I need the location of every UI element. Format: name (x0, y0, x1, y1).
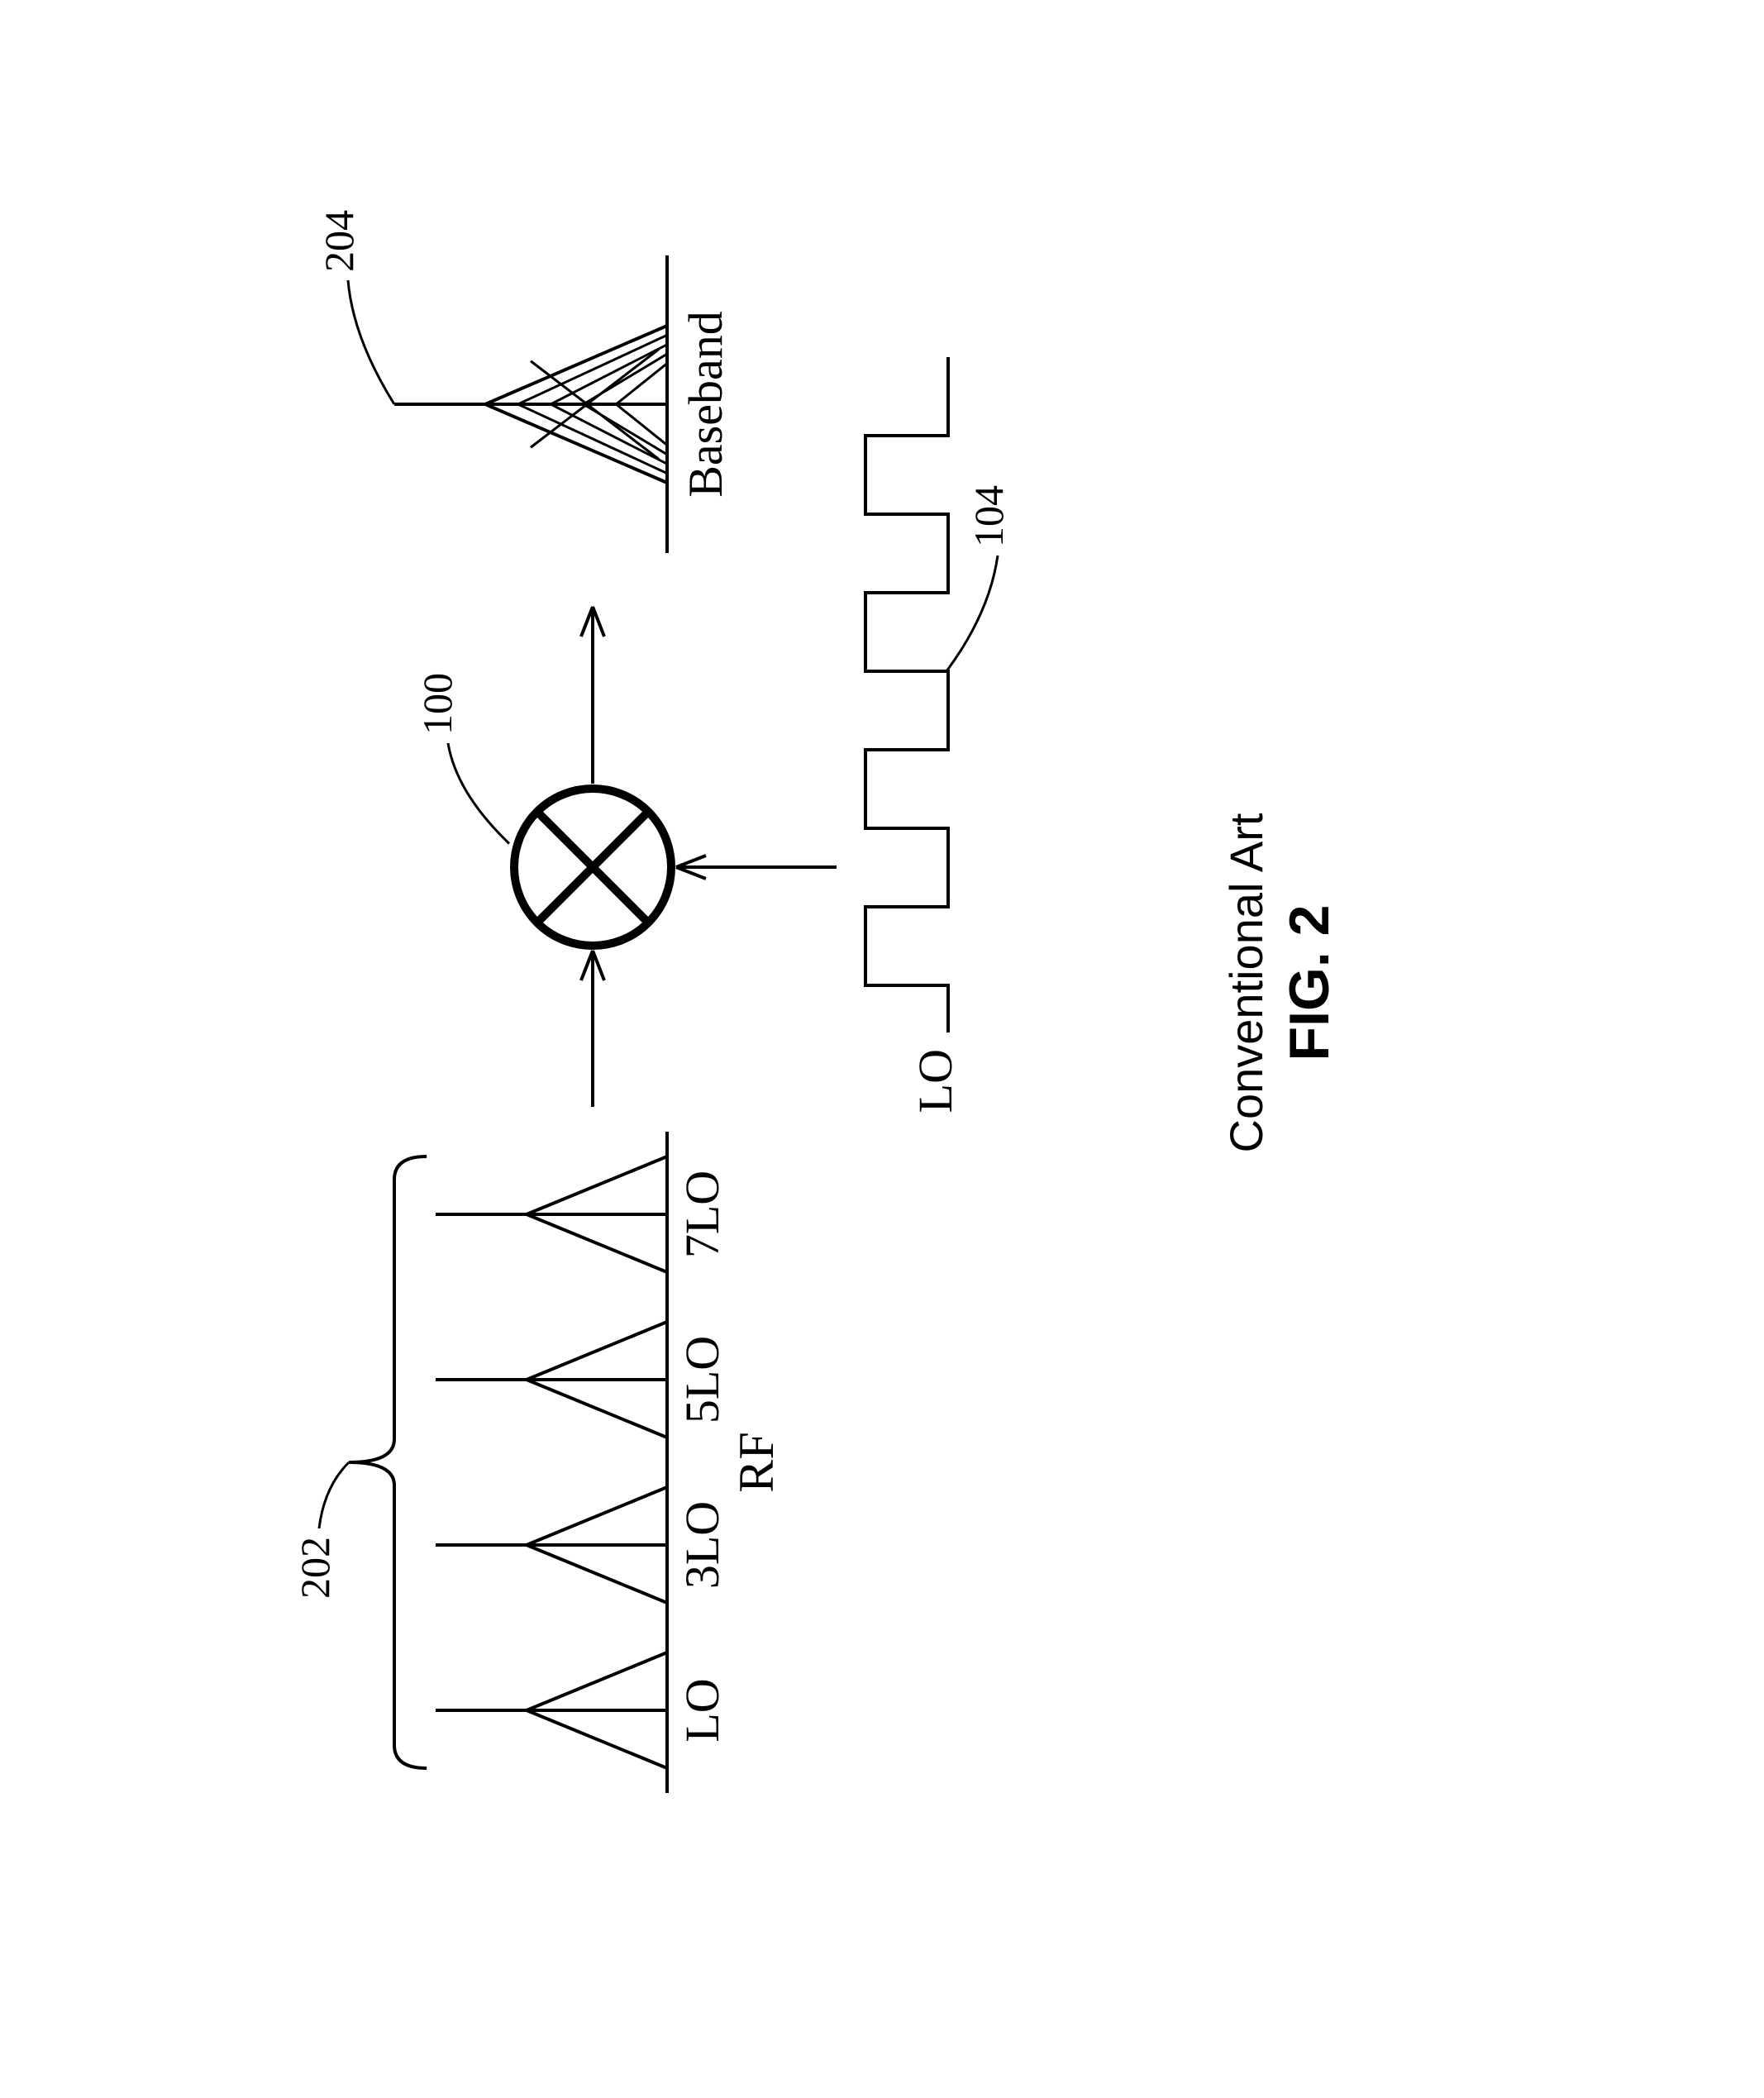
rf-tick-label: 7LO (675, 1171, 729, 1258)
baseband-label: Baseband (679, 311, 732, 498)
lo-square-path (865, 357, 948, 1032)
rf-brace (349, 1156, 427, 1768)
mixer (448, 743, 671, 946)
caption-line-1: Conventional Art (1220, 813, 1272, 1152)
rf-tick-label: 5LO (675, 1336, 729, 1423)
lo-label: LO (908, 1049, 962, 1113)
ref-204: 204 (316, 210, 362, 272)
diagram-stage: LO 3LO 5LO 7LO RF 202 100 LO 104 Baseband 204 Conve… (221, 140, 1543, 1958)
ref-leader-104 (946, 555, 998, 671)
lo-waveform (865, 357, 998, 1032)
caption-line-2: FIG. 2 (1278, 905, 1341, 1061)
ref-leader-100 (448, 743, 509, 844)
ref-leader-204 (348, 280, 394, 404)
baseband-spectrum (348, 255, 667, 553)
ref-100: 100 (414, 673, 460, 735)
diagram-svg: LO 3LO 5LO 7LO RF 202 100 LO 104 Baseband 204 Conve… (221, 140, 1543, 1958)
ref-104: 104 (965, 485, 1012, 547)
rf-tick-label: LO (675, 1678, 729, 1742)
rf-tick-label: 3LO (675, 1501, 729, 1589)
ref-leader-202 (319, 1462, 349, 1528)
rf-axis-label: RF (729, 1432, 784, 1492)
rf-spectrum: LO 3LO 5LO 7LO RF (319, 1132, 784, 1793)
ref-202: 202 (292, 1537, 338, 1599)
